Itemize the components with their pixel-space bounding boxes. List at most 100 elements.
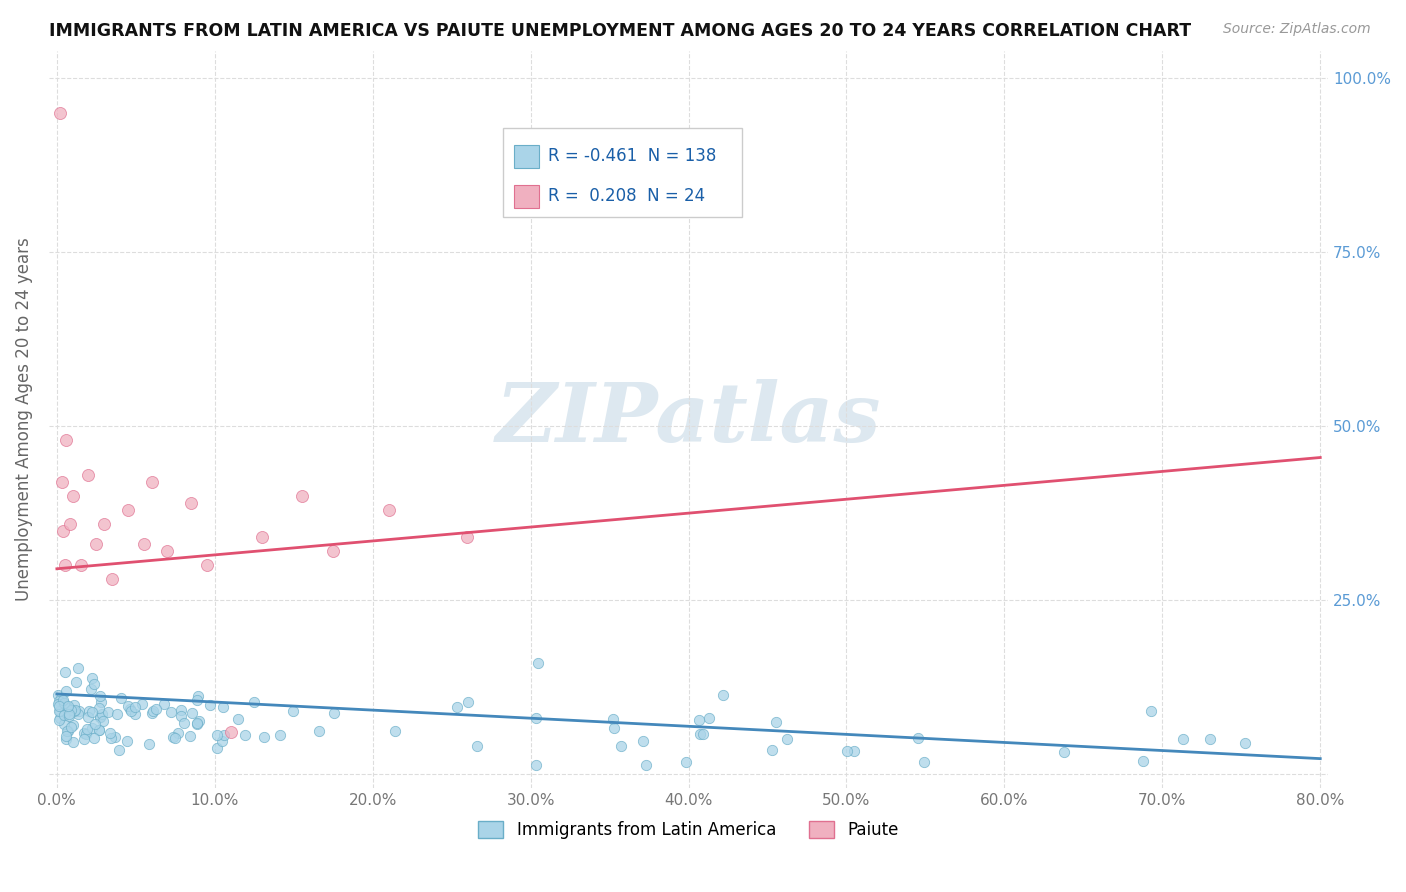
Point bbox=[55, 433, 77, 447]
Point bbox=[188, 714, 211, 728]
Point bbox=[195, 558, 218, 573]
Point bbox=[1132, 754, 1154, 768]
Point bbox=[55, 699, 77, 714]
Point bbox=[80, 721, 103, 735]
Point bbox=[692, 727, 714, 741]
Point bbox=[152, 698, 174, 712]
Point bbox=[62, 489, 84, 503]
Point bbox=[77, 704, 100, 718]
Point bbox=[56, 724, 79, 739]
Point bbox=[52, 693, 75, 707]
Text: R = -0.461  N = 138: R = -0.461 N = 138 bbox=[548, 147, 716, 165]
Point bbox=[58, 516, 80, 531]
Point bbox=[62, 735, 84, 749]
Point bbox=[51, 475, 73, 489]
Point bbox=[83, 676, 105, 690]
Point bbox=[219, 725, 242, 739]
Point bbox=[1199, 731, 1222, 746]
Point bbox=[51, 694, 73, 708]
Point bbox=[205, 728, 228, 742]
Point bbox=[253, 730, 276, 744]
Point bbox=[179, 729, 201, 743]
Point bbox=[89, 689, 111, 703]
Point bbox=[93, 714, 115, 728]
Point bbox=[48, 711, 70, 725]
Point bbox=[115, 734, 138, 748]
Point bbox=[65, 675, 87, 690]
Point bbox=[465, 739, 488, 754]
Point bbox=[697, 711, 720, 725]
Point bbox=[63, 704, 86, 718]
Point bbox=[53, 558, 76, 573]
Point bbox=[250, 531, 273, 545]
Point bbox=[524, 711, 547, 725]
Point bbox=[82, 671, 104, 685]
Point bbox=[51, 691, 73, 706]
Point bbox=[226, 712, 249, 726]
Point bbox=[156, 544, 179, 558]
Point bbox=[84, 716, 107, 731]
Point bbox=[117, 698, 139, 713]
Point bbox=[120, 704, 142, 718]
Point bbox=[633, 734, 655, 748]
Point bbox=[49, 704, 72, 718]
Point bbox=[73, 726, 96, 740]
Point bbox=[83, 731, 105, 745]
Point bbox=[107, 706, 129, 721]
Point bbox=[80, 681, 103, 696]
Point bbox=[53, 706, 76, 721]
Point bbox=[58, 707, 80, 722]
Point bbox=[97, 706, 120, 720]
Point bbox=[524, 757, 547, 772]
Point bbox=[100, 731, 122, 745]
Point bbox=[77, 710, 100, 724]
Point bbox=[912, 756, 935, 770]
Point bbox=[63, 698, 86, 713]
Point bbox=[53, 707, 76, 722]
Point bbox=[689, 726, 711, 740]
Point bbox=[53, 665, 76, 680]
Point bbox=[233, 728, 256, 742]
Point bbox=[60, 720, 83, 734]
Point bbox=[73, 731, 96, 746]
Point bbox=[205, 740, 228, 755]
Point bbox=[82, 705, 104, 719]
Point bbox=[48, 704, 70, 718]
Point bbox=[180, 496, 202, 510]
Point bbox=[48, 697, 70, 711]
Point bbox=[456, 531, 478, 545]
Point bbox=[1052, 745, 1074, 759]
Point bbox=[200, 698, 222, 713]
Point bbox=[169, 703, 191, 717]
Point bbox=[56, 701, 79, 715]
Point bbox=[67, 707, 90, 722]
Point bbox=[48, 714, 70, 728]
Point bbox=[159, 706, 181, 720]
Y-axis label: Unemployment Among Ages 20 to 24 years: Unemployment Among Ages 20 to 24 years bbox=[15, 237, 32, 601]
Point bbox=[1171, 731, 1194, 746]
Point bbox=[141, 475, 163, 489]
Point bbox=[52, 698, 75, 713]
Point bbox=[212, 699, 235, 714]
Point bbox=[170, 708, 193, 723]
Point bbox=[165, 731, 187, 746]
Point bbox=[384, 723, 406, 738]
Point bbox=[844, 744, 866, 758]
Point bbox=[446, 700, 468, 714]
Point bbox=[117, 502, 139, 516]
Legend: Immigrants from Latin America, Paiute: Immigrants from Latin America, Paiute bbox=[471, 814, 905, 846]
Point bbox=[527, 656, 550, 670]
Point bbox=[90, 695, 112, 709]
Point bbox=[711, 688, 734, 702]
Point bbox=[323, 706, 346, 721]
Point bbox=[49, 106, 72, 120]
Text: Source: ZipAtlas.com: Source: ZipAtlas.com bbox=[1223, 22, 1371, 37]
Point bbox=[775, 732, 797, 747]
Point bbox=[53, 696, 76, 710]
Point bbox=[62, 718, 84, 732]
Point bbox=[67, 704, 90, 718]
Point bbox=[108, 743, 131, 757]
Point bbox=[283, 704, 305, 718]
Point bbox=[48, 693, 70, 707]
Point bbox=[308, 724, 330, 739]
